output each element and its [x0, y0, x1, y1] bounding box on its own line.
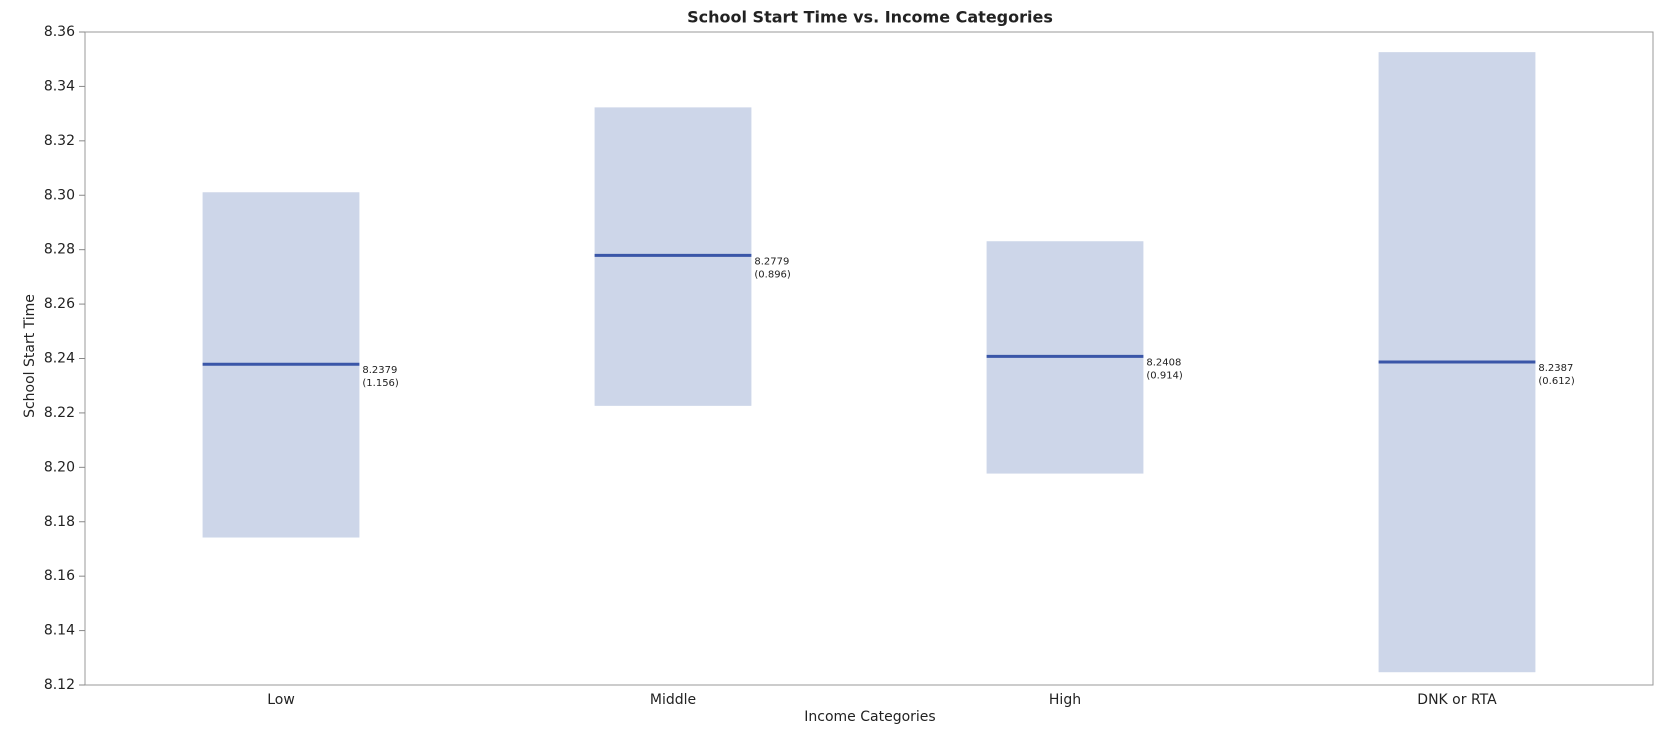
x-axis-title: Income Categories	[804, 709, 935, 725]
y-tick-label: 8.30	[44, 187, 75, 203]
mean-label: 8.2779	[754, 256, 789, 267]
y-tick-label: 8.28	[44, 242, 75, 258]
y-tick-label: 8.26	[44, 296, 75, 312]
x-tick-label: Low	[267, 692, 295, 708]
x-tick-label: DNK or RTA	[1417, 692, 1497, 708]
x-tick-label: Middle	[650, 692, 696, 708]
y-tick-label: 8.36	[44, 24, 75, 40]
y-tick-label: 8.12	[44, 677, 75, 693]
y-axis-title: School Start Time	[22, 294, 38, 418]
mean-label: 8.2408	[1146, 357, 1181, 368]
chart-title: School Start Time vs. Income Categories	[687, 8, 1053, 27]
mean-label: 8.2379	[362, 365, 397, 376]
mean-label: 8.2387	[1538, 363, 1573, 374]
sd-label: (0.914)	[1146, 370, 1183, 381]
x-tick-label: High	[1049, 692, 1081, 708]
y-tick-label: 8.16	[44, 568, 75, 584]
y-tick-label: 8.14	[44, 623, 75, 639]
sd-label: (1.156)	[362, 378, 399, 389]
sd-label: (0.896)	[754, 269, 791, 280]
y-tick-label: 8.18	[44, 514, 75, 530]
y-tick-label: 8.24	[44, 351, 75, 367]
y-tick-label: 8.34	[44, 78, 75, 94]
y-tick-label: 8.22	[44, 405, 75, 421]
y-tick-label: 8.32	[44, 133, 75, 149]
y-tick-label: 8.20	[44, 459, 75, 475]
sd-label: (0.612)	[1538, 376, 1575, 387]
